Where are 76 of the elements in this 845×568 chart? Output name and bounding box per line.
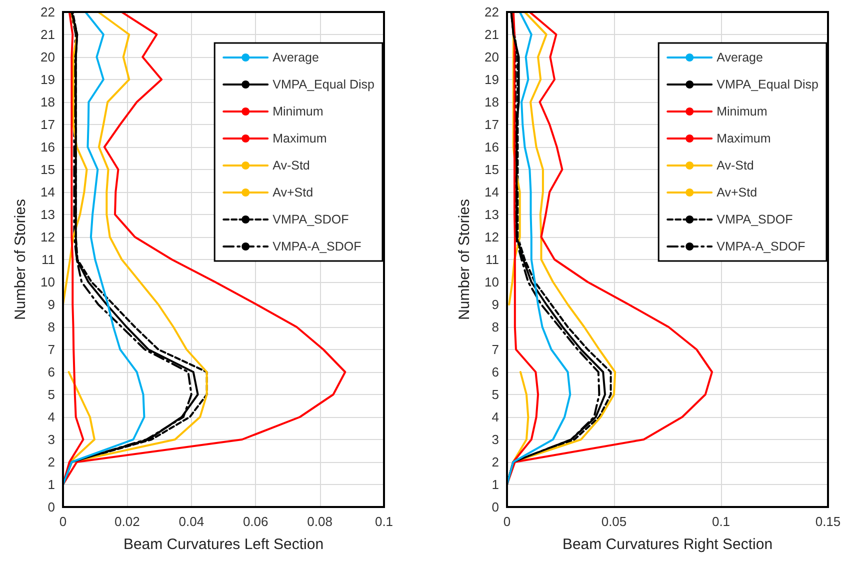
x-tick-label: 0.02 [114,514,140,529]
y-tick-label: 9 [492,297,499,312]
y-tick-label: 12 [484,230,499,244]
y-tick-label: 14 [40,184,55,200]
y-tick-label: 4 [48,410,55,424]
legend-label: VMPA-A_SDOF [716,240,806,254]
y-tick-label: 1 [492,477,499,492]
y-tick-label: 7 [48,342,55,357]
y-tick-label: 0 [48,500,55,514]
y-tick-label: 22 [484,4,499,20]
x-tick-label: 0.06 [242,514,268,529]
x-tick-label: 0.1 [374,514,394,529]
y-tick-label: 6 [48,364,55,380]
x-tick-label: 0.1 [712,514,730,529]
legend-label: Average [716,50,763,64]
x-axis-title: Beam Curvatures Left Section [123,536,324,553]
y-axis-title: Number of Stories [12,199,29,320]
y-axis-title: Number of Stories [456,199,473,320]
y-tick-label: 5 [48,387,55,402]
y-tick-label: 15 [484,162,499,177]
y-tick-label: 7 [492,342,499,357]
x-tick-label: 0 [503,514,511,529]
y-tick-label: 9 [48,297,55,312]
y-tick-label: 22 [40,4,55,20]
legend-label: Av+Std [716,186,758,200]
y-tick-label: 14 [484,184,499,200]
x-tick-label: 0.08 [307,514,332,529]
y-tick-label: 18 [40,94,55,110]
legend-label: Av-Std [272,158,310,172]
y-tick-label: 17 [484,117,499,132]
y-tick-label: 2 [48,454,55,470]
x-tick-label: 0.05 [601,514,627,529]
y-tick-label: 17 [40,117,55,132]
y-tick-label: 18 [484,94,499,110]
y-tick-label: 3 [492,432,499,447]
y-tick-label: 19 [40,72,55,87]
y-tick-label: 20 [40,50,55,64]
y-tick-label: 12 [40,230,55,244]
y-tick-label: 19 [484,72,499,87]
legend-label: VMPA_Equal Disp [272,78,375,92]
y-tick-label: 11 [486,252,499,267]
y-tick-label: 13 [484,207,499,222]
y-tick-label: 16 [484,140,499,154]
y-tick-label: 5 [492,387,499,402]
y-tick-label: 3 [48,432,55,447]
y-tick-label: 0 [492,500,499,514]
legend-label: VMPA-A_SDOF [272,240,362,254]
x-tick-label: 0 [59,514,67,529]
x-axis-title: Beam Curvatures Right Section [562,536,773,553]
y-tick-label: 20 [484,50,499,64]
legend-label: Av+Std [272,186,314,200]
y-tick-label: 11 [42,252,55,267]
legend-label: VMPA_SDOF [272,212,350,226]
legend-label: Minimum [272,104,324,118]
y-tick-label: 13 [40,207,55,222]
y-tick-label: 21 [40,27,55,42]
y-tick-label: 6 [492,364,499,380]
y-tick-label: 10 [484,274,499,290]
y-tick-label: 2 [492,454,499,470]
y-tick-label: 15 [40,162,55,177]
x-tick-label: 0.15 [815,514,841,529]
y-tick-label: 8 [48,320,55,334]
legend-label: Av-Std [716,158,754,172]
legend-label: Maximum [272,132,327,146]
legend-label: VMPA_Equal Disp [716,78,819,92]
y-tick-label: 1 [48,477,55,492]
legend-label: Maximum [716,132,771,146]
y-tick-label: 16 [40,140,55,154]
y-tick-label: 4 [492,410,499,424]
legend-label: Minimum [716,104,768,118]
y-tick-label: 10 [40,274,55,290]
x-tick-label: 0.04 [178,514,204,529]
y-tick-label: 21 [484,27,499,42]
y-tick-label: 8 [492,320,499,334]
legend-label: Average [272,50,319,64]
legend-label: VMPA_SDOF [716,212,794,226]
